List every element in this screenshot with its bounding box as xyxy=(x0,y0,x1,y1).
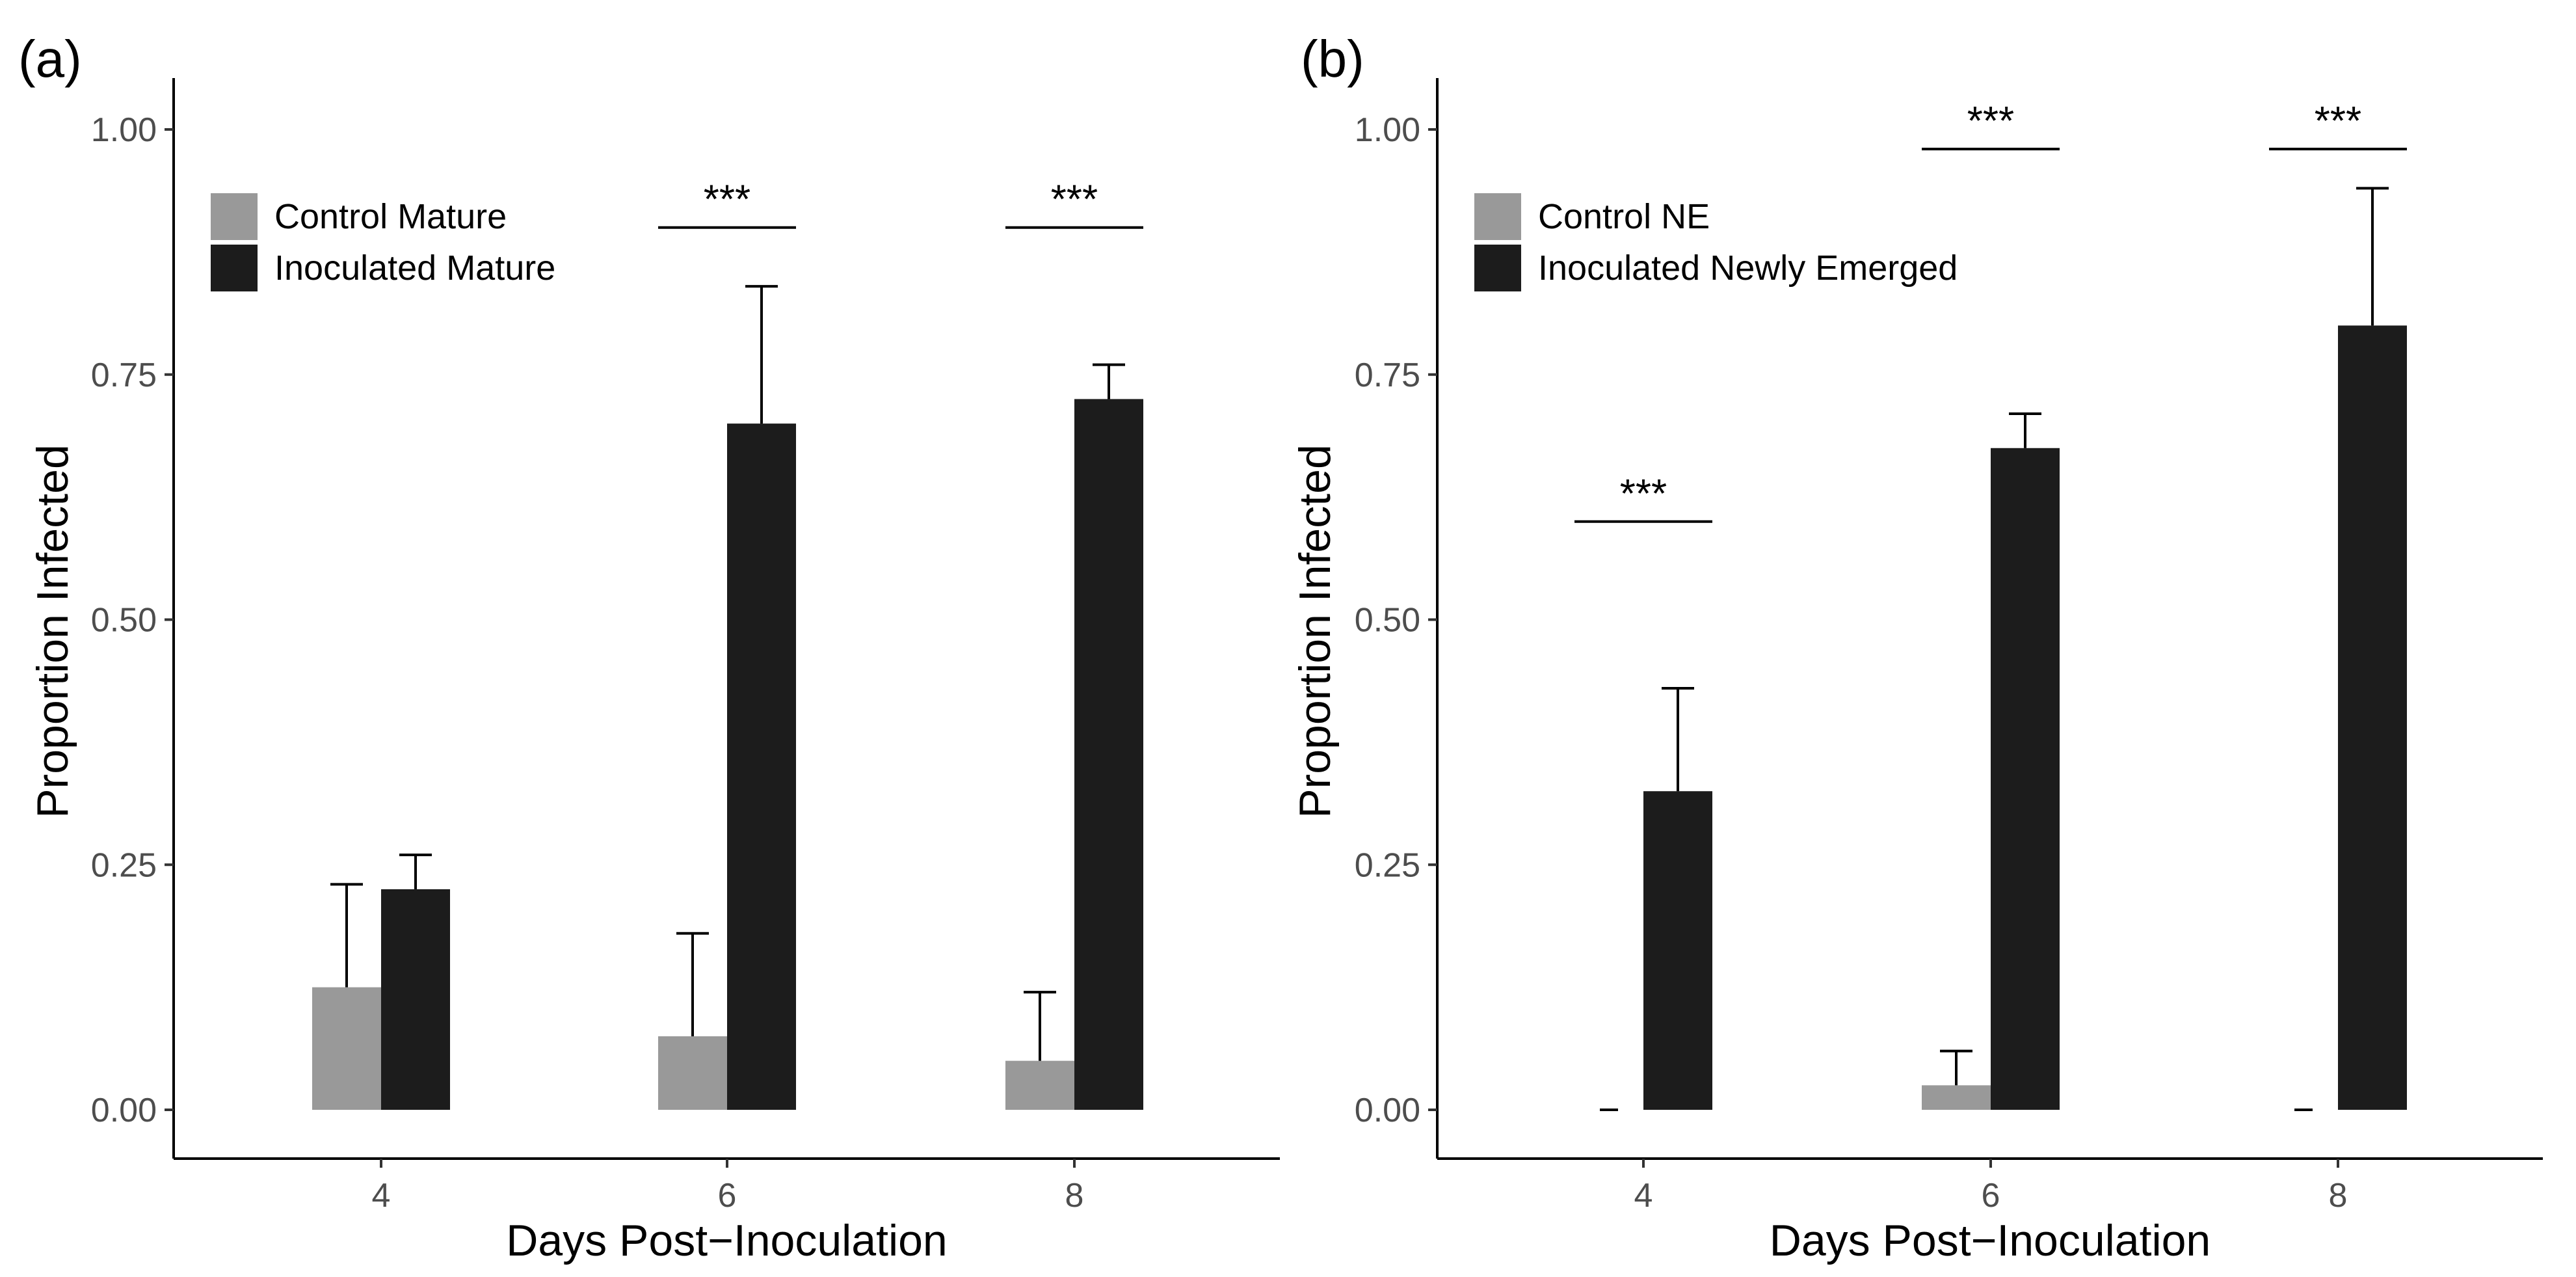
x-tick-label: 8 xyxy=(2329,1177,2348,1215)
y-tick-label: 0.75 xyxy=(91,356,157,394)
y-tick-label: 0.00 xyxy=(91,1092,157,1129)
x-tick-label: 8 xyxy=(1065,1177,1084,1215)
x-tick-label: 6 xyxy=(718,1177,737,1215)
bar-inoculated xyxy=(2338,325,2407,1110)
significance-stars: *** xyxy=(1051,178,1098,222)
y-tick-label: 1.00 xyxy=(91,111,157,149)
y-axis-title: Proportion Infected xyxy=(1290,444,1340,818)
x-tick-label: 4 xyxy=(1634,1177,1653,1215)
bar-inoculated xyxy=(1074,399,1143,1110)
x-tick-label: 4 xyxy=(372,1177,391,1215)
legend-swatch xyxy=(1474,245,1521,291)
bar-inoculated xyxy=(1991,448,2060,1110)
y-tick-label: 0.00 xyxy=(1355,1092,1420,1129)
y-tick-label: 0.25 xyxy=(1355,846,1420,884)
bar-control xyxy=(1005,1060,1074,1110)
legend-swatch xyxy=(1474,193,1521,240)
y-tick-label: 0.50 xyxy=(1355,602,1420,639)
bar-control xyxy=(658,1036,727,1110)
legend-swatch xyxy=(211,245,258,291)
y-tick-label: 0.25 xyxy=(91,846,157,884)
bar-control xyxy=(1922,1085,1991,1110)
legend-swatch xyxy=(211,193,258,240)
y-tick-label: 1.00 xyxy=(1355,111,1420,149)
panel-tag: (b) xyxy=(1301,30,1364,88)
legend-label: Control Mature xyxy=(274,197,507,236)
bar-inoculated xyxy=(381,889,450,1110)
significance-stars: *** xyxy=(1620,472,1667,517)
bar-inoculated xyxy=(727,423,796,1110)
y-axis-title: Proportion Infected xyxy=(28,444,77,818)
legend-label: Control NE xyxy=(1538,197,1710,236)
legend-label: Inoculated Mature xyxy=(274,249,555,288)
significance-stars: *** xyxy=(1967,99,2014,144)
bar-inoculated xyxy=(1643,791,1712,1110)
significance-stars: *** xyxy=(704,178,750,222)
panel-b: (b) 0.00 0.25 0.50 0.75 1.00 4 6 8 Days Post−Inoc… xyxy=(1290,30,2543,1265)
x-axis-title: Days Post−Inoculation xyxy=(506,1216,948,1265)
significance-stars: *** xyxy=(2315,99,2361,144)
panel-tag: (a) xyxy=(18,30,82,88)
y-tick-label: 0.75 xyxy=(1355,356,1420,394)
x-tick-label: 6 xyxy=(1982,1177,2000,1215)
panel-a: (a) 0.00 0.25 0.50 0.75 1.00 4 6 8 Days Post−Inoc… xyxy=(18,30,1280,1265)
x-axis-title: Days Post−Inoculation xyxy=(1770,1216,2211,1265)
legend-label: Inoculated Newly Emerged xyxy=(1538,249,1958,288)
y-tick-label: 0.50 xyxy=(91,602,157,639)
bar-control xyxy=(312,987,381,1110)
